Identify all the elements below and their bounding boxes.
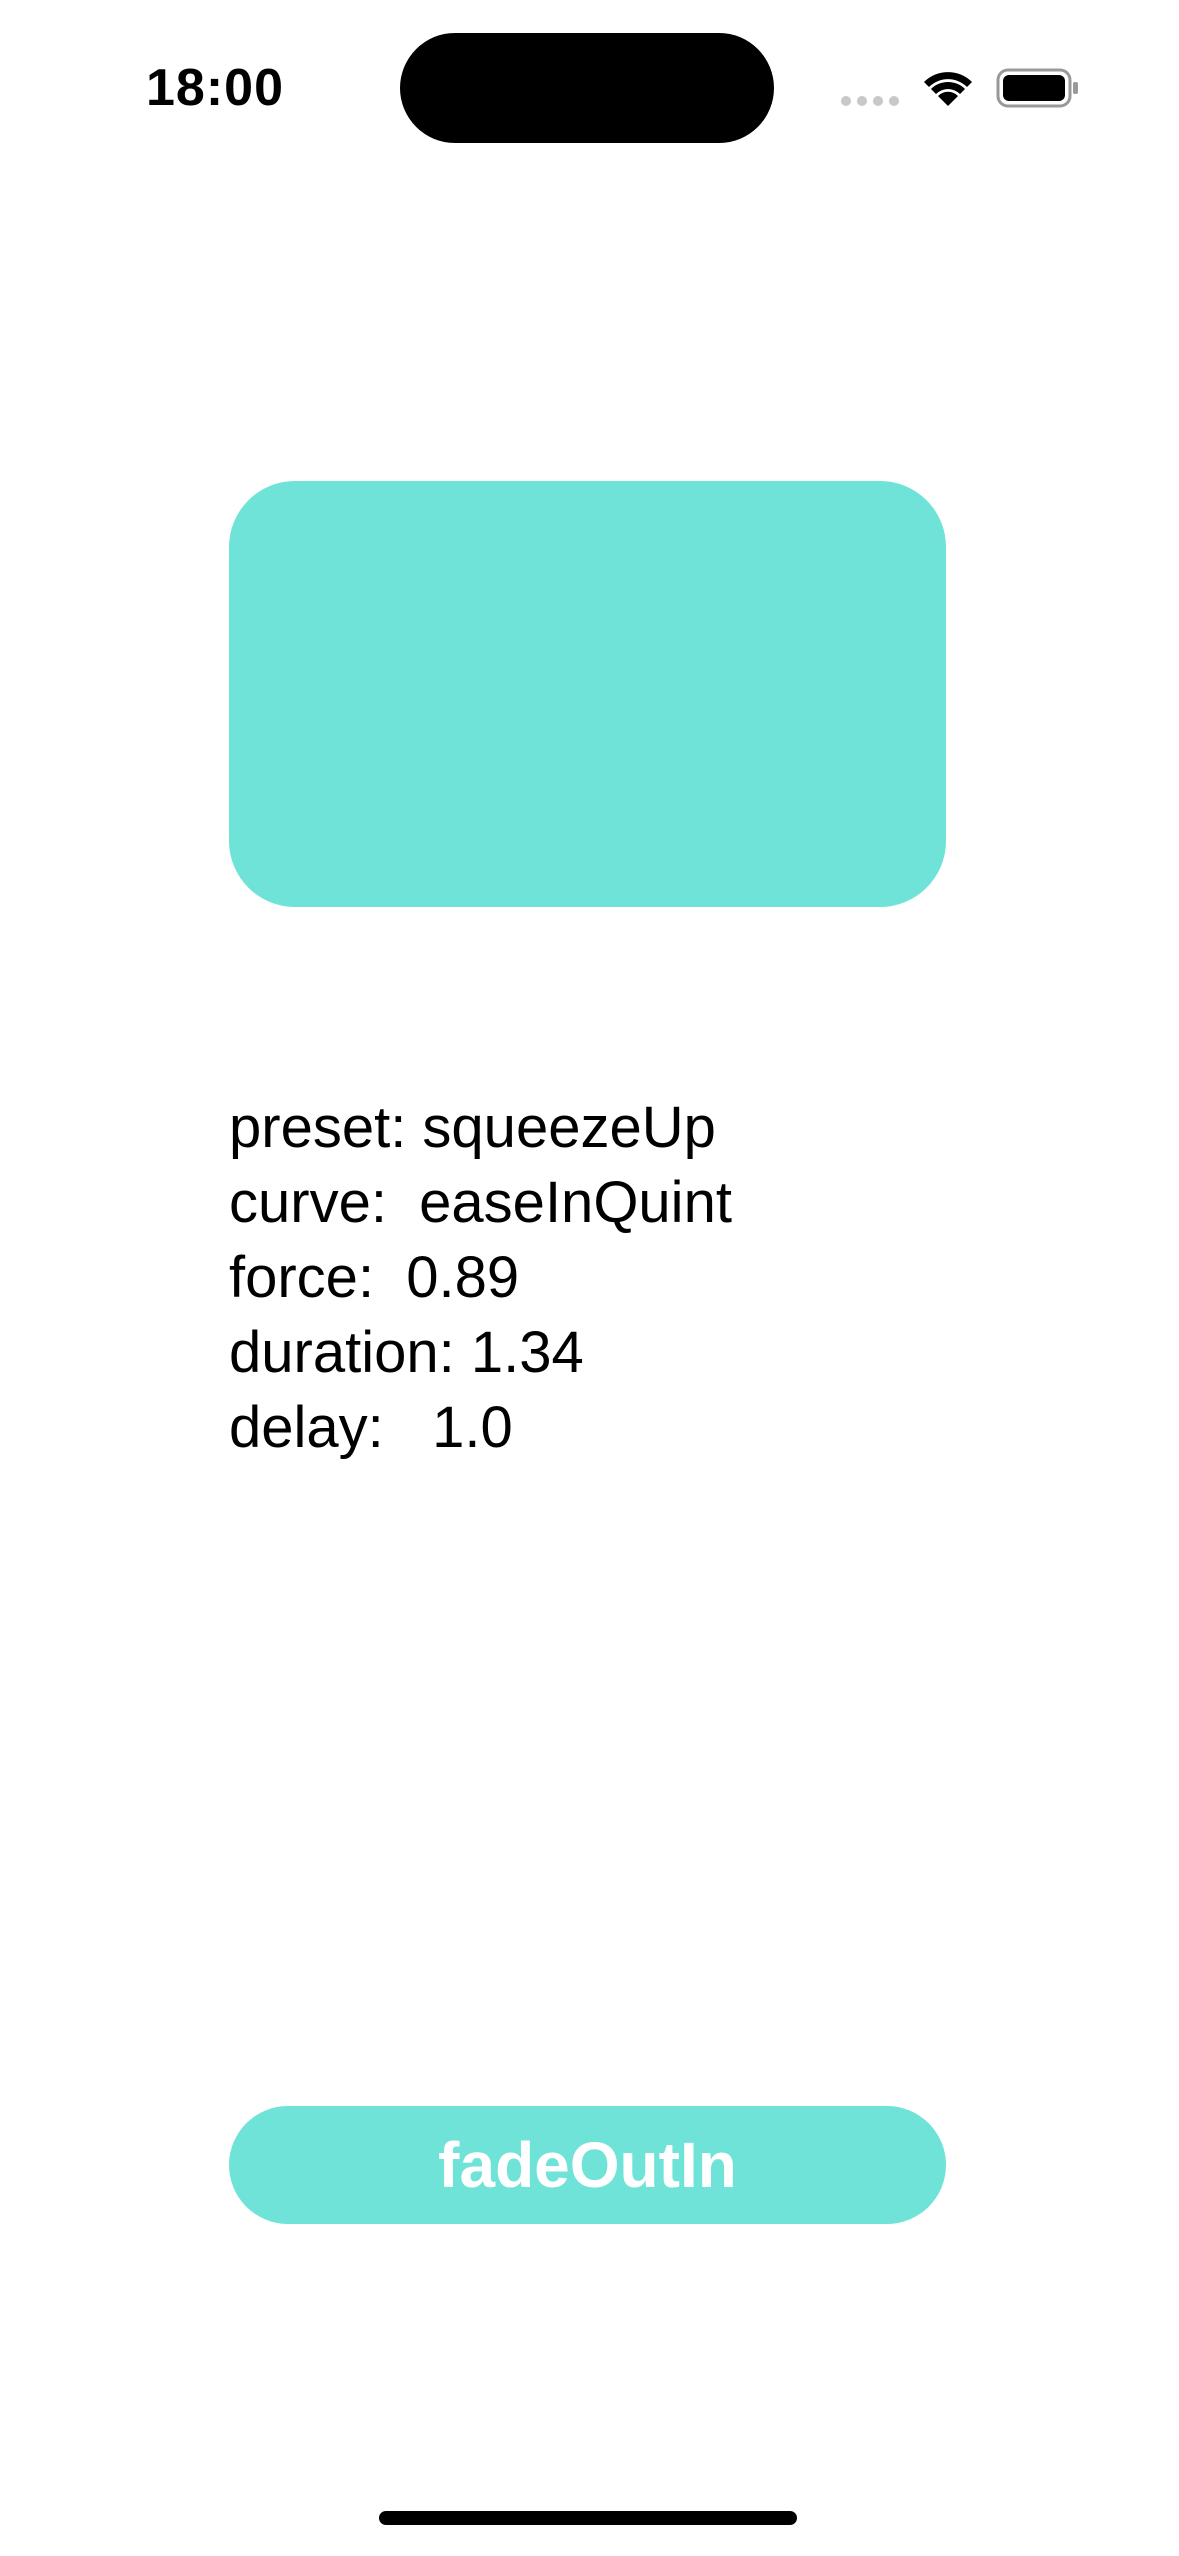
info-line: force: 0.89 — [229, 1245, 520, 1310]
info-line: delay: 1.0 — [229, 1395, 513, 1460]
status-icons — [841, 68, 1078, 108]
info-line: preset: squeezeUp — [229, 1095, 716, 1160]
home-indicator — [379, 2511, 797, 2525]
status-time: 18:00 — [146, 59, 284, 117]
action-button[interactable]: fadeOutIn — [229, 2106, 946, 2224]
wifi-icon — [924, 72, 972, 106]
info-line: duration: 1.34 — [229, 1320, 584, 1385]
battery-icon — [996, 68, 1078, 108]
dynamic-island — [400, 33, 774, 143]
animated-card — [229, 481, 946, 907]
info-line: curve: easeInQuint — [229, 1170, 732, 1235]
info-panel: preset: squeezeUp curve: easeInQuint for… — [229, 1090, 732, 1465]
signal-dots — [841, 96, 899, 106]
